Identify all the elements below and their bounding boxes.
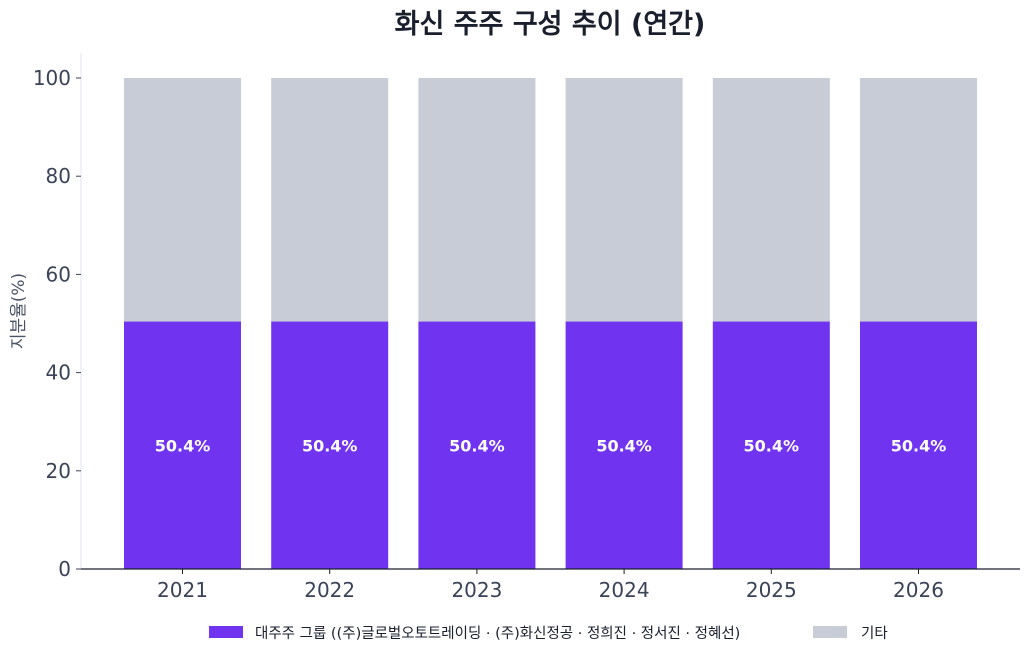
y-ticks: 0 20 40 60 80 100: [33, 66, 81, 581]
bar-2021-series-1: [124, 78, 241, 322]
plot-area: 50.4% 50.4% 50.4% 50.4% 50.4% 50.4% 0 20 40 60 80…: [33, 53, 1020, 602]
bar-2021-series-0: [124, 321, 241, 569]
bar-2024-series-1: [565, 78, 683, 322]
x-tick-label-2023: 2023: [451, 578, 502, 602]
y-tick-label-20: 20: [46, 459, 71, 483]
data-labels: 50.4% 50.4% 50.4% 50.4% 50.4% 50.4%: [155, 436, 947, 455]
y-tick-label-60: 60: [46, 262, 71, 286]
y-tick-label-40: 40: [46, 361, 71, 385]
chart-title: 화신 주주 구성 추이 (연간): [395, 9, 706, 40]
x-tick-label-2026: 2026: [893, 578, 944, 602]
legend-label-others: 기타: [861, 625, 888, 642]
bar-2022-series-1: [271, 78, 389, 322]
bar-2023-series-0: [418, 321, 536, 569]
y-tick-label-100: 100: [33, 66, 71, 90]
data-label-2025: 50.4%: [744, 436, 800, 455]
bar-2026-series-0: [860, 321, 977, 569]
legend-label-major-shareholders: 대주주 그룹 ((주)글로벌오토트레이딩 · (주)화신정공 · 정희진 · 정…: [255, 625, 740, 642]
data-label-2021: 50.4%: [155, 436, 211, 455]
bar-2025-series-1: [712, 78, 830, 322]
bar-2022-series-0: [271, 321, 389, 569]
bar-2026-series-1: [860, 78, 977, 322]
data-label-2023: 50.4%: [449, 436, 505, 455]
x-tick-label-2022: 2022: [304, 578, 355, 602]
bar-2024-series-0: [565, 321, 683, 569]
data-label-2022: 50.4%: [302, 436, 358, 455]
y-axis-label: 지분율(%): [9, 273, 29, 349]
y-tick-label-80: 80: [46, 164, 71, 188]
x-ticks: 2021 2022 2023 2024 2025 2026: [157, 569, 944, 602]
legend-swatch-major-shareholders: [209, 626, 243, 638]
bars: [124, 78, 977, 569]
x-tick-label-2024: 2024: [599, 578, 650, 602]
y-tick-label-0: 0: [58, 557, 71, 581]
x-tick-label-2025: 2025: [746, 578, 797, 602]
data-label-2026: 50.4%: [891, 436, 947, 455]
bar-2025-series-0: [712, 321, 830, 569]
legend: 대주주 그룹 ((주)글로벌오토트레이딩 · (주)화신정공 · 정희진 · 정…: [209, 625, 888, 642]
legend-swatch-others: [813, 626, 847, 638]
data-label-2024: 50.4%: [596, 436, 652, 455]
bar-2023-series-1: [418, 78, 536, 322]
x-tick-label-2021: 2021: [157, 578, 208, 602]
